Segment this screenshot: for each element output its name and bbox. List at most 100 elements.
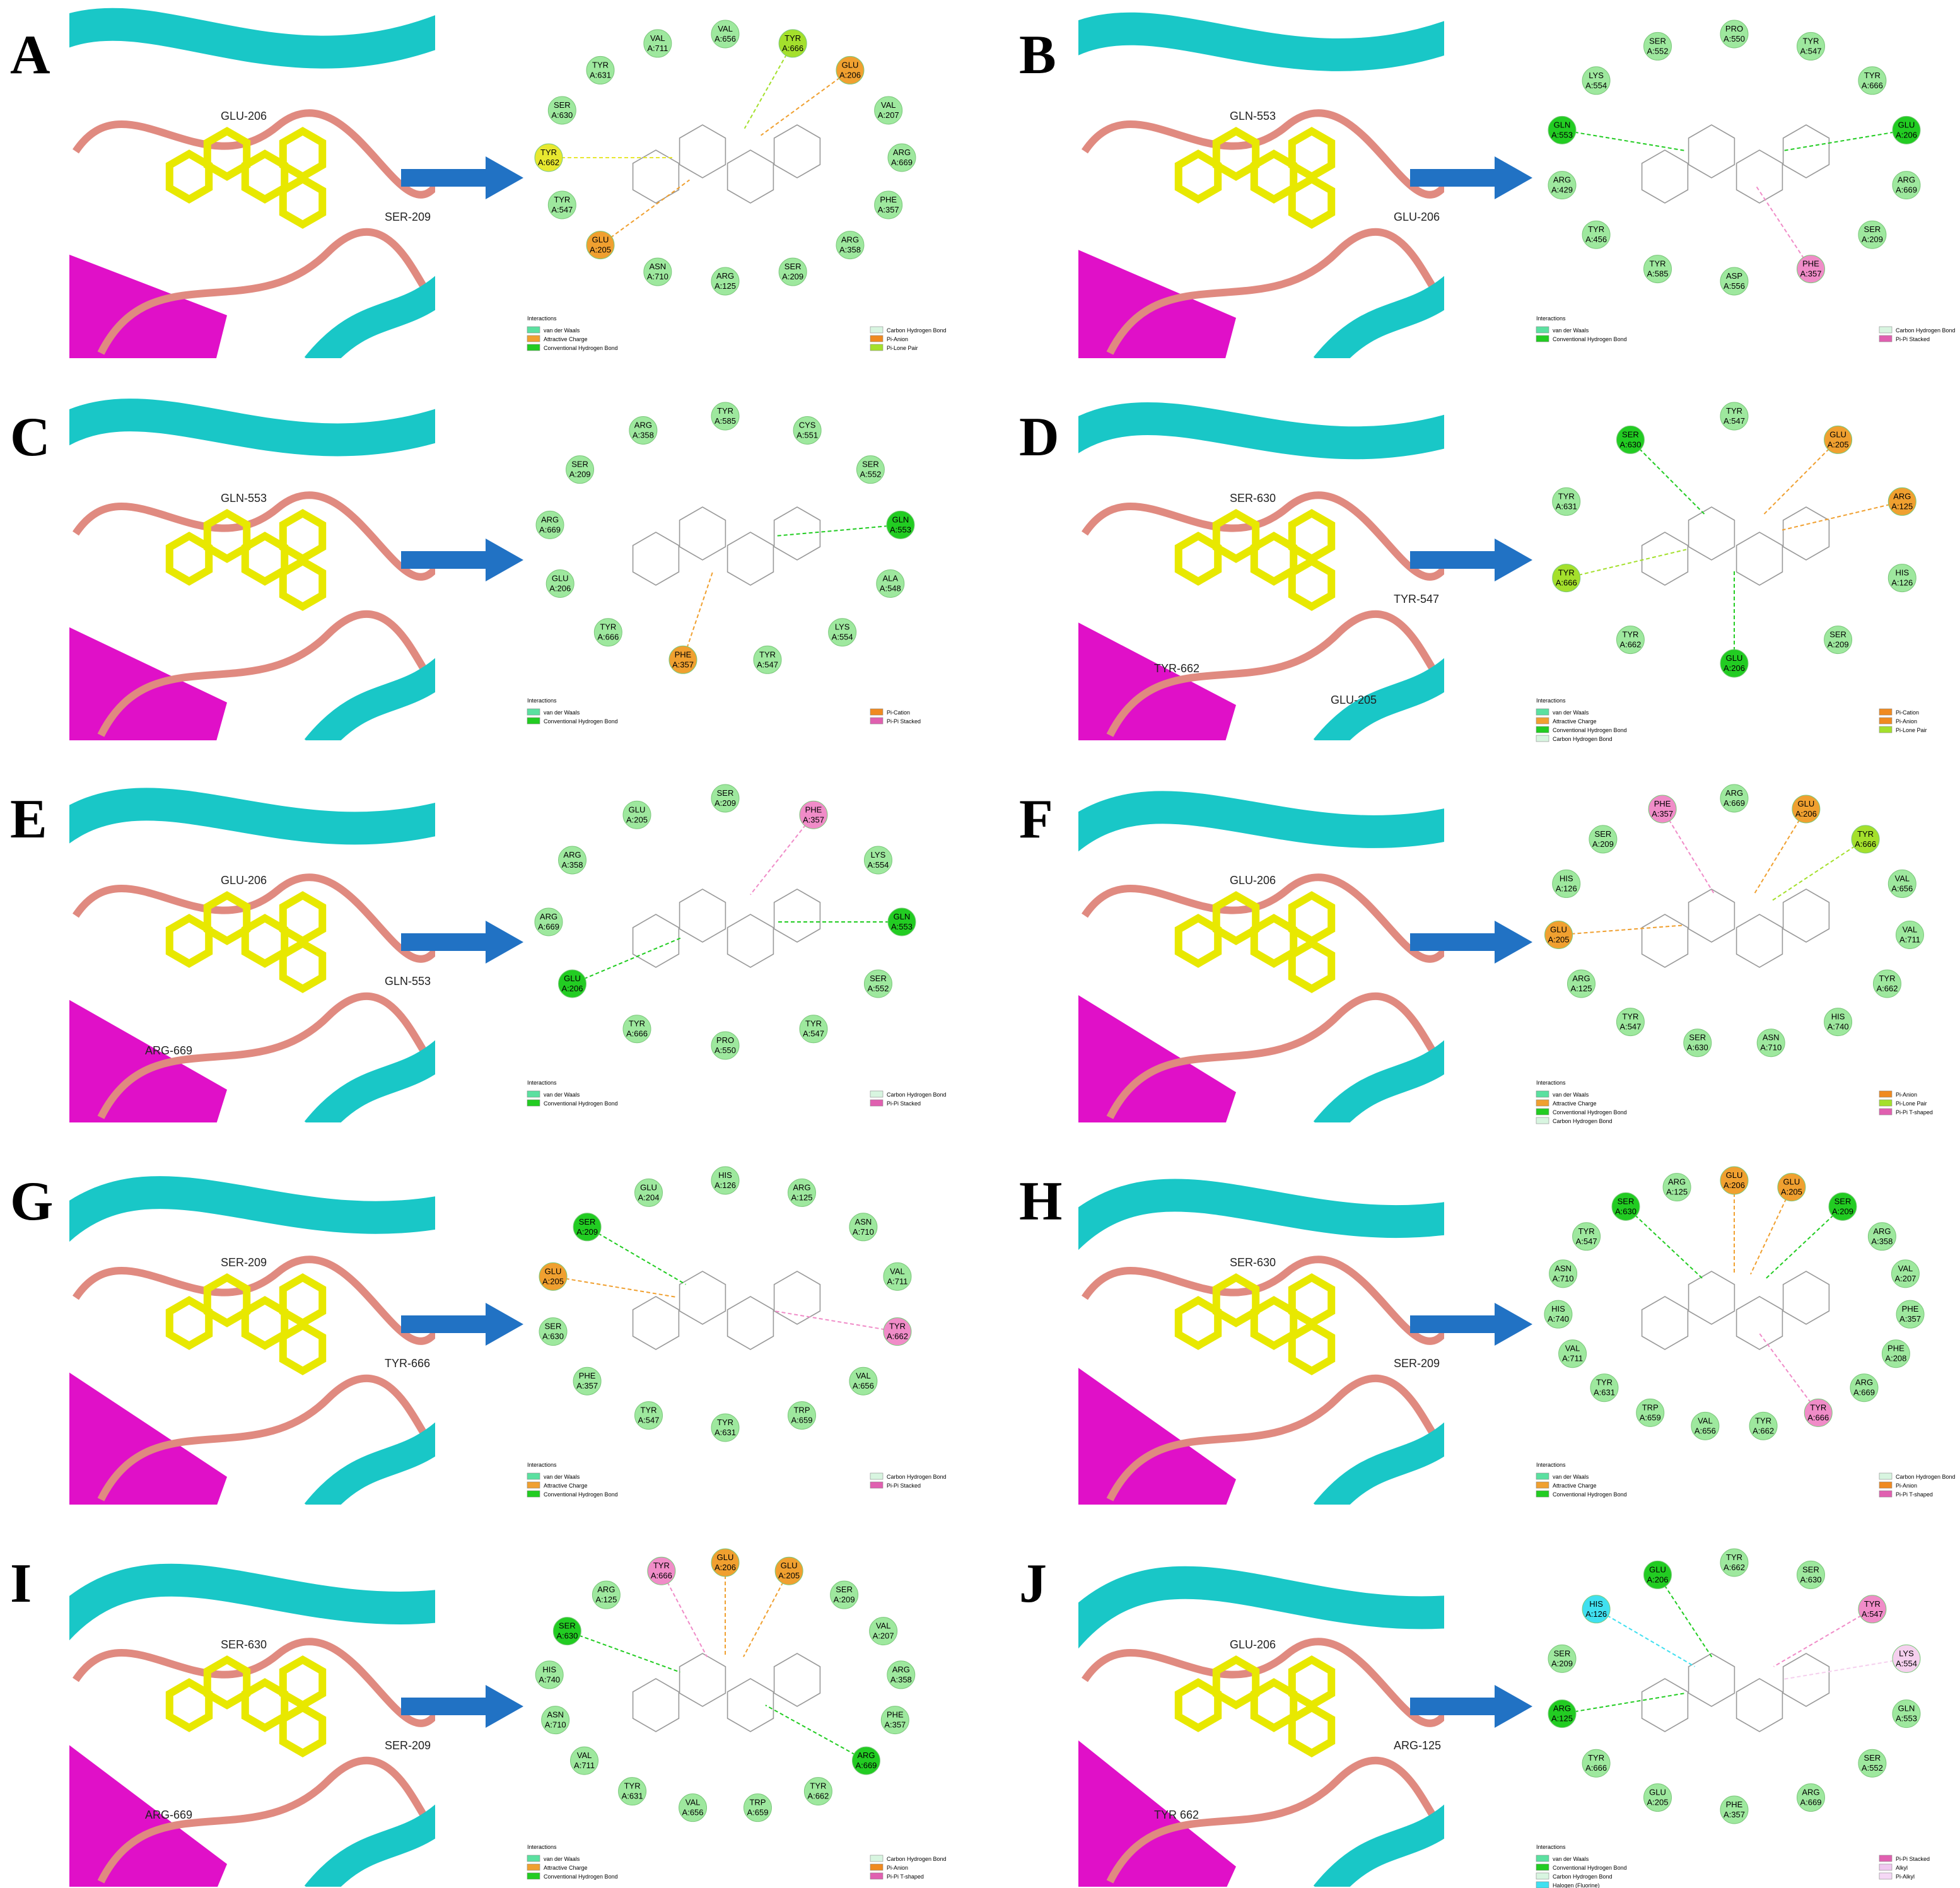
- residue-name: PHE: [880, 195, 897, 204]
- residue: [547, 96, 576, 125]
- residue: [874, 190, 903, 219]
- residue-label-3d: GLU-206: [1394, 211, 1440, 223]
- residue-id: A:711: [1899, 935, 1920, 944]
- residue-name: SER: [1595, 829, 1612, 839]
- residue-name: GLN: [1898, 1704, 1915, 1713]
- residue-name: SER: [571, 460, 588, 469]
- residue-id: A:357: [1800, 269, 1821, 279]
- view-content: [1078, 402, 1444, 740]
- residue-name: TRP: [793, 1406, 810, 1415]
- residue: [887, 143, 916, 172]
- residue-name: VAL: [856, 1371, 871, 1380]
- ligand-ring: [1782, 1271, 1830, 1325]
- legend-swatch: [1536, 708, 1549, 716]
- residue-id: A:710: [647, 272, 668, 281]
- residue-label-3d: GLN-553: [1230, 110, 1276, 122]
- residue-name: TYR: [1726, 1553, 1742, 1562]
- sheet: [69, 1745, 227, 1887]
- residue-name: VAL: [881, 100, 896, 110]
- residue: [753, 645, 782, 674]
- residue: [1552, 869, 1581, 898]
- helix: [69, 399, 435, 457]
- legend-swatch: [1536, 1117, 1549, 1124]
- residue-id: A:209: [715, 798, 736, 808]
- residue: [1796, 255, 1825, 284]
- residue-name: ARG: [857, 1751, 875, 1760]
- residue-name: TYR: [1802, 36, 1819, 45]
- residue: [586, 55, 615, 84]
- residue-id: A:710: [545, 1720, 566, 1730]
- residue-id: A:669: [891, 158, 913, 167]
- residue: [1548, 171, 1577, 200]
- residue: [1548, 115, 1577, 144]
- legend-swatch: [1536, 1481, 1549, 1489]
- helix: [69, 8, 435, 69]
- residue-id: A:669: [1896, 185, 1917, 195]
- interaction-diagram: SERA:209PHEA:357LYSA:554GLNA:553SERA:552…: [534, 784, 916, 1060]
- residue: [711, 267, 740, 296]
- interaction-line: [1763, 439, 1839, 515]
- residue-name: SER: [1802, 1565, 1819, 1574]
- structure-view: GLU-206 GLN-553 ARG-669: [69, 764, 435, 1122]
- residue: [1892, 115, 1921, 144]
- residue-name: SER: [559, 1621, 576, 1631]
- ligand-ring: [679, 1271, 726, 1325]
- legend-label: Pi-Pi Stacked: [1896, 1856, 1930, 1862]
- residue-id: A:358: [890, 1675, 912, 1684]
- legend-swatch: [527, 1872, 540, 1880]
- interaction-line: [1783, 1658, 1907, 1680]
- helix: [69, 1176, 435, 1242]
- arrow: [1410, 1303, 1532, 1346]
- interaction-line: [765, 1704, 866, 1761]
- residue: [1887, 487, 1916, 516]
- residue: [1548, 1644, 1577, 1673]
- residue-id: A:740: [1828, 1022, 1849, 1032]
- residue-id: A:585: [715, 416, 736, 426]
- legend-label: Carbon Hydrogen Bond: [887, 327, 947, 334]
- ligand-ring: [632, 914, 680, 968]
- residue: [1582, 220, 1611, 249]
- residue: [539, 1317, 568, 1346]
- view-content: [69, 1563, 435, 1887]
- residue: [592, 1580, 621, 1609]
- legend-label: Attractive Charge: [544, 1865, 588, 1871]
- legend-label: Pi-Lone Pair: [887, 345, 918, 351]
- residue-name: PHE: [805, 805, 822, 814]
- residue: [799, 800, 828, 829]
- residue-id: A:206: [1896, 130, 1917, 139]
- residue-name: SER: [717, 788, 734, 798]
- residue-id: A:553: [890, 525, 911, 534]
- ligand-ring: [773, 1271, 821, 1325]
- residue-id: A:631: [1594, 1388, 1615, 1397]
- legend-swatch: [870, 1472, 884, 1480]
- residue: [1589, 825, 1618, 854]
- residue-id: A:666: [651, 1571, 672, 1580]
- residue-name: GLU: [1898, 120, 1915, 129]
- interaction-line: [743, 1570, 790, 1657]
- residue-label-3d: SER-209: [385, 1739, 431, 1752]
- residue-id: A:666: [1556, 578, 1577, 588]
- residue-name: ARG: [541, 515, 559, 524]
- residue: [863, 846, 892, 875]
- residue-id: A:662: [1619, 640, 1641, 650]
- residue-id: A:206: [715, 1563, 736, 1572]
- legend-label: van der Waals: [1553, 1474, 1589, 1480]
- helix: [1313, 1804, 1444, 1887]
- residue-label-3d: GLU-206: [1230, 874, 1276, 887]
- residue: [647, 1556, 676, 1585]
- legend-label: Pi-Cation: [887, 709, 910, 716]
- residue-id: A:209: [1862, 235, 1883, 244]
- legend-label: Pi-Pi T-shaped: [887, 1873, 924, 1880]
- residue: [1887, 869, 1916, 898]
- interaction-line: [750, 814, 814, 895]
- residue-id: A:553: [891, 922, 913, 931]
- residue-id: A:209: [569, 470, 591, 479]
- residue: [1867, 1222, 1896, 1251]
- legend-swatch: [870, 344, 884, 351]
- residue-id: A:631: [715, 1428, 736, 1437]
- residue-name: ARG: [563, 850, 581, 860]
- residue: [851, 1746, 880, 1775]
- residue-id: A:205: [1828, 440, 1849, 449]
- residue-name: PHE: [1802, 259, 1819, 269]
